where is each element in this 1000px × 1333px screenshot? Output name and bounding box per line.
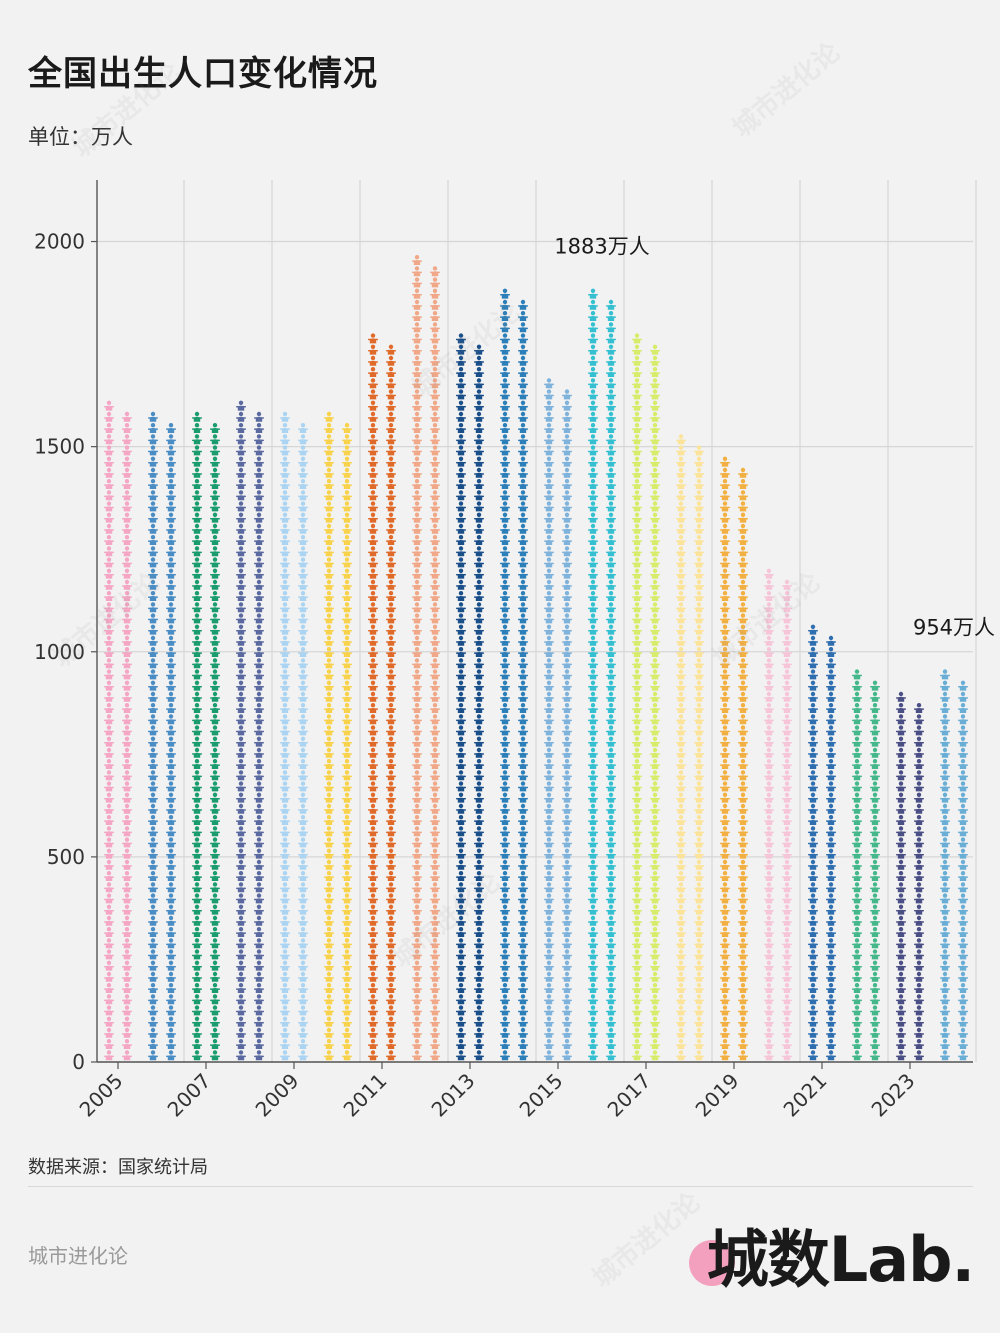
bar-2011 <box>368 333 396 1061</box>
bar-2015 <box>544 378 572 1061</box>
birth-chart: 0 500 1000 1500 2000 2005 2007 2009 2011 2013 2015… <box>34 180 995 1122</box>
x-tick-label: 2023 <box>867 1069 920 1122</box>
y-tick-label: 500 <box>47 845 85 869</box>
bar-2007 <box>192 411 220 1061</box>
x-tick-label: 2021 <box>779 1069 832 1122</box>
y-tick-label: 0 <box>72 1050 85 1074</box>
data-source: 数据来源：国家统计局 <box>28 1157 208 1178</box>
x-tick-label: 2011 <box>339 1069 392 1122</box>
grid <box>97 180 977 1063</box>
y-tick-label: 1000 <box>34 640 85 664</box>
annotation-2016: 1883万人 <box>554 235 649 259</box>
page-title: 全国出生人口变化情况 <box>28 54 378 94</box>
brand-text: 城市进化论 <box>28 1244 128 1268</box>
bar-2014 <box>500 288 528 1061</box>
x-tick-label: 2017 <box>603 1069 656 1122</box>
y-tick-label: 2000 <box>34 230 85 254</box>
bar-2017 <box>632 333 660 1061</box>
bar-2005 <box>104 400 132 1061</box>
bars <box>104 255 968 1061</box>
bar-2021 <box>808 624 836 1061</box>
bar-2006 <box>148 411 176 1061</box>
x-tick-label: 2009 <box>251 1069 304 1122</box>
bar-2016 <box>588 288 616 1061</box>
brand-logo: 城数Lab. <box>688 1204 975 1304</box>
divider <box>28 1186 973 1187</box>
logo-dot <box>688 1240 735 1286</box>
bar-2018 <box>676 434 704 1061</box>
bar-2024 <box>940 669 968 1061</box>
x-tick-label: 2013 <box>427 1069 480 1122</box>
bar-2019 <box>720 456 748 1061</box>
bar-2008 <box>236 400 264 1061</box>
x-tick-label: 2019 <box>691 1069 744 1122</box>
bar-2022 <box>852 669 880 1061</box>
watermark: 城市进化论 <box>587 1187 707 1294</box>
x-tick-label: 2005 <box>75 1069 128 1122</box>
bar-2010 <box>324 411 352 1061</box>
x-tick-label: 2007 <box>163 1069 216 1122</box>
unit-label: 单位：万人 <box>28 125 133 149</box>
bar-2013 <box>456 333 484 1061</box>
labels: 1883万人 954万人 <box>554 235 995 640</box>
bar-2020 <box>764 568 792 1061</box>
y-tick-label: 1500 <box>34 435 85 459</box>
bar-2009 <box>280 411 308 1061</box>
annotation-2024: 954万人 <box>913 616 995 640</box>
bar-2012 <box>412 255 440 1061</box>
logo-text: 城数Lab. <box>706 1223 975 1296</box>
bar-2023 <box>896 691 924 1061</box>
x-tick-label: 2015 <box>515 1069 568 1122</box>
